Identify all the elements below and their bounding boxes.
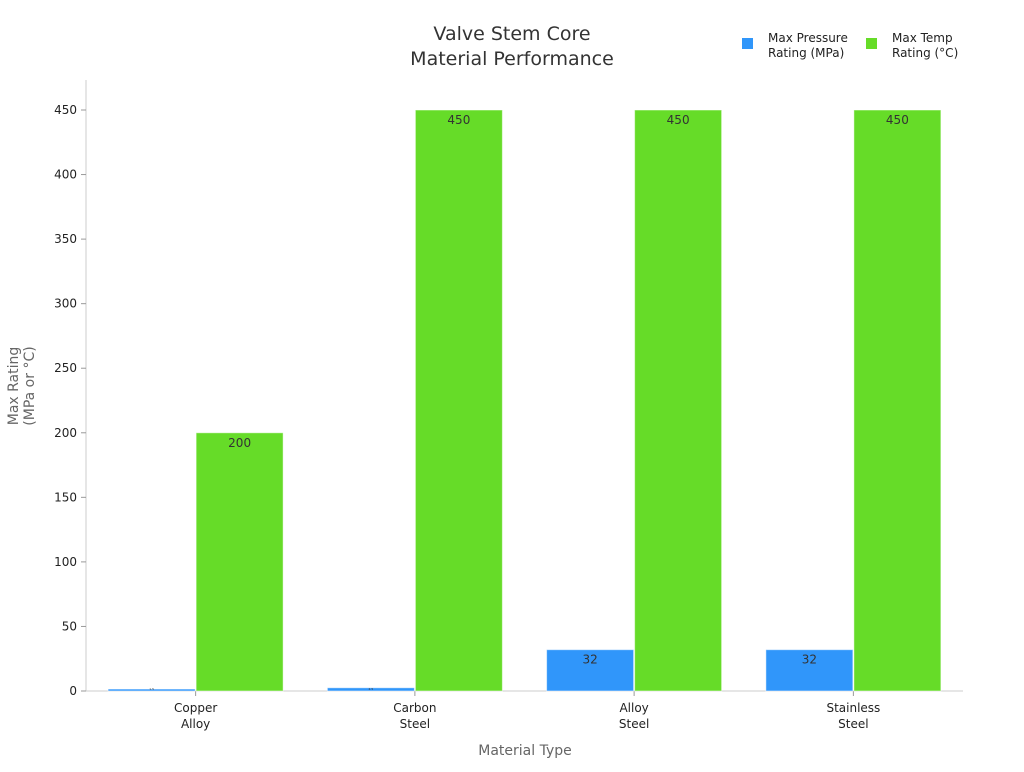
y-tick-label: 150 (54, 490, 77, 504)
x-tick-label: Alloy (181, 717, 210, 731)
data-label: 32 (802, 653, 817, 667)
legend-label: Rating (MPa) (768, 46, 844, 60)
legend-label: Max Temp (892, 31, 953, 45)
y-tick-label: 450 (54, 103, 77, 117)
data-label: 1.5 (149, 687, 154, 691)
x-tick-label: Steel (838, 717, 868, 731)
bar (107, 688, 196, 692)
y-tick-label: 200 (54, 426, 77, 440)
x-tick-label: Copper (174, 701, 217, 715)
chart-title: Material Performance (410, 48, 614, 70)
y-tick-label: 400 (54, 168, 77, 182)
y-tick-label: 350 (54, 232, 77, 246)
x-tick-label: Alloy (619, 701, 648, 715)
bar (414, 109, 503, 692)
legend-label: Max Pressure (768, 31, 848, 45)
bar (546, 649, 635, 692)
data-label: 450 (667, 113, 690, 127)
chart-title: Valve Stem Core (433, 23, 590, 45)
x-tick-label: Steel (400, 717, 430, 731)
x-tick-label: Carbon (393, 701, 436, 715)
x-tick-label: Steel (619, 717, 649, 731)
bar (853, 109, 942, 692)
legend-swatch (742, 38, 753, 49)
data-label: 2.5 (368, 687, 373, 691)
y-axis-label: (MPa or °C) (22, 346, 38, 425)
bar (326, 687, 415, 692)
data-label: 200 (228, 436, 251, 450)
x-tick-label: Stainless (826, 701, 880, 715)
y-tick-label: 300 (54, 297, 77, 311)
y-tick-label: 250 (54, 361, 77, 375)
bar (195, 432, 284, 692)
data-label: 32 (582, 653, 597, 667)
y-axis-label: Max Rating (6, 347, 22, 426)
y-tick-label: 100 (54, 555, 77, 569)
legend-label: Rating (°C) (892, 46, 958, 60)
data-label: 450 (447, 113, 470, 127)
legend-swatch (866, 38, 877, 49)
y-tick-label: 0 (69, 684, 77, 698)
bar (634, 109, 723, 692)
bar (765, 649, 854, 692)
data-label: 450 (886, 113, 909, 127)
y-tick-label: 50 (62, 619, 77, 633)
x-axis-label: Material Type (478, 743, 571, 759)
